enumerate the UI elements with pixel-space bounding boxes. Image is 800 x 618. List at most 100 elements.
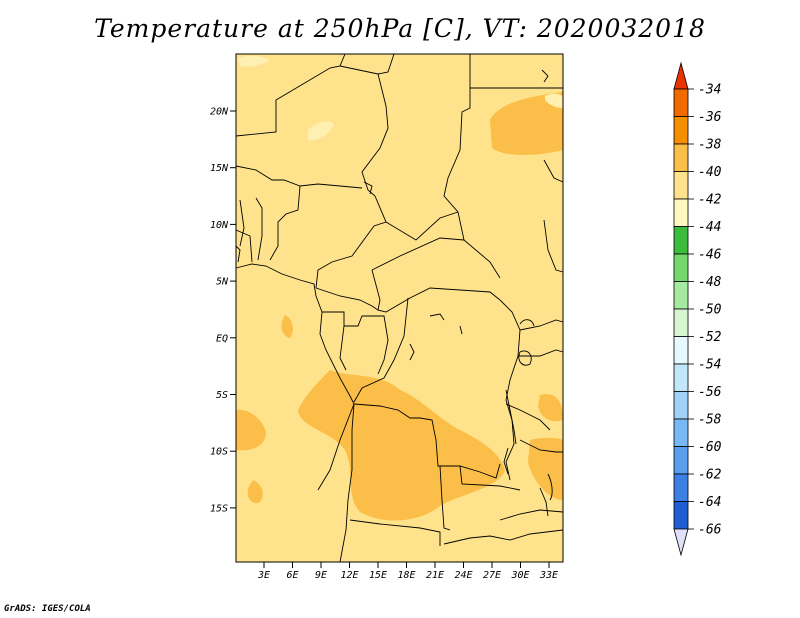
border-line <box>459 465 521 491</box>
border-line <box>371 269 501 313</box>
warm-patch-southeast <box>528 437 563 500</box>
lon-label: 33E <box>539 570 558 581</box>
border-line <box>443 529 564 545</box>
lake-outline <box>429 313 445 321</box>
colorbar-swatch <box>673 418 689 447</box>
warm-patch-east-lakes <box>538 394 563 422</box>
border-line <box>371 237 465 271</box>
lat-label: 20N <box>210 107 229 118</box>
border-line <box>443 54 501 279</box>
colorbar-label: -36 <box>698 110 722 125</box>
colorbar-swatch <box>673 363 689 392</box>
colorbar-bottom-arrow <box>673 528 689 557</box>
border-line <box>361 73 389 197</box>
border-line <box>235 165 363 189</box>
colorbar-swatch <box>673 446 689 475</box>
cool-patch-northwest <box>238 55 270 67</box>
country-borders <box>235 53 564 546</box>
colorbar-top-arrow <box>673 61 689 90</box>
colorbar-label: -46 <box>698 248 722 263</box>
border-line <box>543 159 564 183</box>
lon-label: 3E <box>257 570 270 581</box>
temperature-shading <box>236 55 563 521</box>
lakes <box>363 69 553 517</box>
border-line <box>505 403 551 431</box>
cool-patch-sahara <box>308 121 334 141</box>
lat-label: 15N <box>210 163 229 174</box>
border-line <box>385 211 459 241</box>
lon-label: 6E <box>286 570 298 581</box>
border-line <box>499 299 521 481</box>
colorbar-swatch <box>673 88 689 117</box>
map-panel <box>235 53 564 563</box>
warm-patch-southwest <box>236 409 266 451</box>
colorbar: -34 -36 -38 -40 -42 -44 -46 -48 -50 -52 -54 -56 -58 -… <box>673 61 722 557</box>
border-line <box>269 185 301 261</box>
border-line <box>518 349 564 357</box>
lat-label: 5S <box>216 390 228 401</box>
colorbar-swatch <box>673 198 689 227</box>
colorbar-swatch <box>673 116 689 145</box>
lake-outline <box>409 343 415 361</box>
border-line <box>519 319 564 331</box>
lat-label: 15S <box>210 503 228 514</box>
border-line <box>353 297 409 403</box>
colorbar-label: -52 <box>698 330 722 345</box>
colorbar-swatch <box>673 143 689 172</box>
colorbar-swatch <box>673 391 689 420</box>
colorbar-swatch <box>673 308 689 337</box>
warm-patch-angola-congo <box>298 370 505 521</box>
cool-patch-east <box>545 93 563 108</box>
border-line <box>255 197 263 261</box>
colorbar-label: -60 <box>698 440 722 455</box>
colorbar-swatch <box>673 281 689 310</box>
border-line <box>349 519 441 546</box>
colorbar-swatch <box>673 501 689 530</box>
border-line <box>239 199 245 247</box>
border-line <box>235 53 346 137</box>
colorbar-label: -66 <box>698 523 722 538</box>
colorbar-label: -54 <box>698 358 721 373</box>
lon-label: 15E <box>369 570 387 581</box>
lake-outline <box>541 69 549 83</box>
lat-label: 10N <box>210 220 229 231</box>
border-line <box>339 53 395 75</box>
lat-label: 5N <box>216 277 229 288</box>
colorbar-label: -56 <box>698 385 722 400</box>
colorbar-swatch <box>673 336 689 365</box>
lake-outline <box>459 325 463 335</box>
lake-outline <box>505 389 517 445</box>
lake-outline <box>547 473 553 501</box>
colorbar-label: -48 <box>698 275 722 290</box>
border-line <box>519 439 563 453</box>
border-line <box>439 465 451 531</box>
lon-label: 30E <box>510 570 529 581</box>
lon-label: 21E <box>426 570 444 581</box>
warm-patch-angola-south <box>247 480 263 504</box>
colorbar-label: -42 <box>698 193 722 208</box>
lake-outline <box>519 319 535 327</box>
map-frame <box>235 53 564 563</box>
colorbar-swatch <box>673 171 689 200</box>
coast-line <box>235 263 355 563</box>
warm-patch-northeast <box>490 92 563 155</box>
lake-outline <box>539 487 549 517</box>
lake-outline <box>518 350 532 366</box>
grads-credit: GrADS: IGES/COLA <box>4 604 91 614</box>
lat-label: EQ <box>216 333 228 344</box>
lake-outline <box>363 181 373 195</box>
coastline <box>235 245 355 563</box>
border-line <box>353 403 501 479</box>
lon-label: 24E <box>454 570 472 581</box>
lon-label: 12E <box>340 570 358 581</box>
colorbar-label: -64 <box>698 495 721 510</box>
colorbar-label: -44 <box>698 220 721 235</box>
colorbar-swatch <box>673 473 689 502</box>
border-line <box>499 509 564 521</box>
coast-line <box>235 245 241 263</box>
lat-label: 10S <box>210 447 228 458</box>
colorbar-label: -58 <box>698 413 722 428</box>
warm-patch-gabon <box>281 315 293 338</box>
border-line <box>235 229 253 263</box>
